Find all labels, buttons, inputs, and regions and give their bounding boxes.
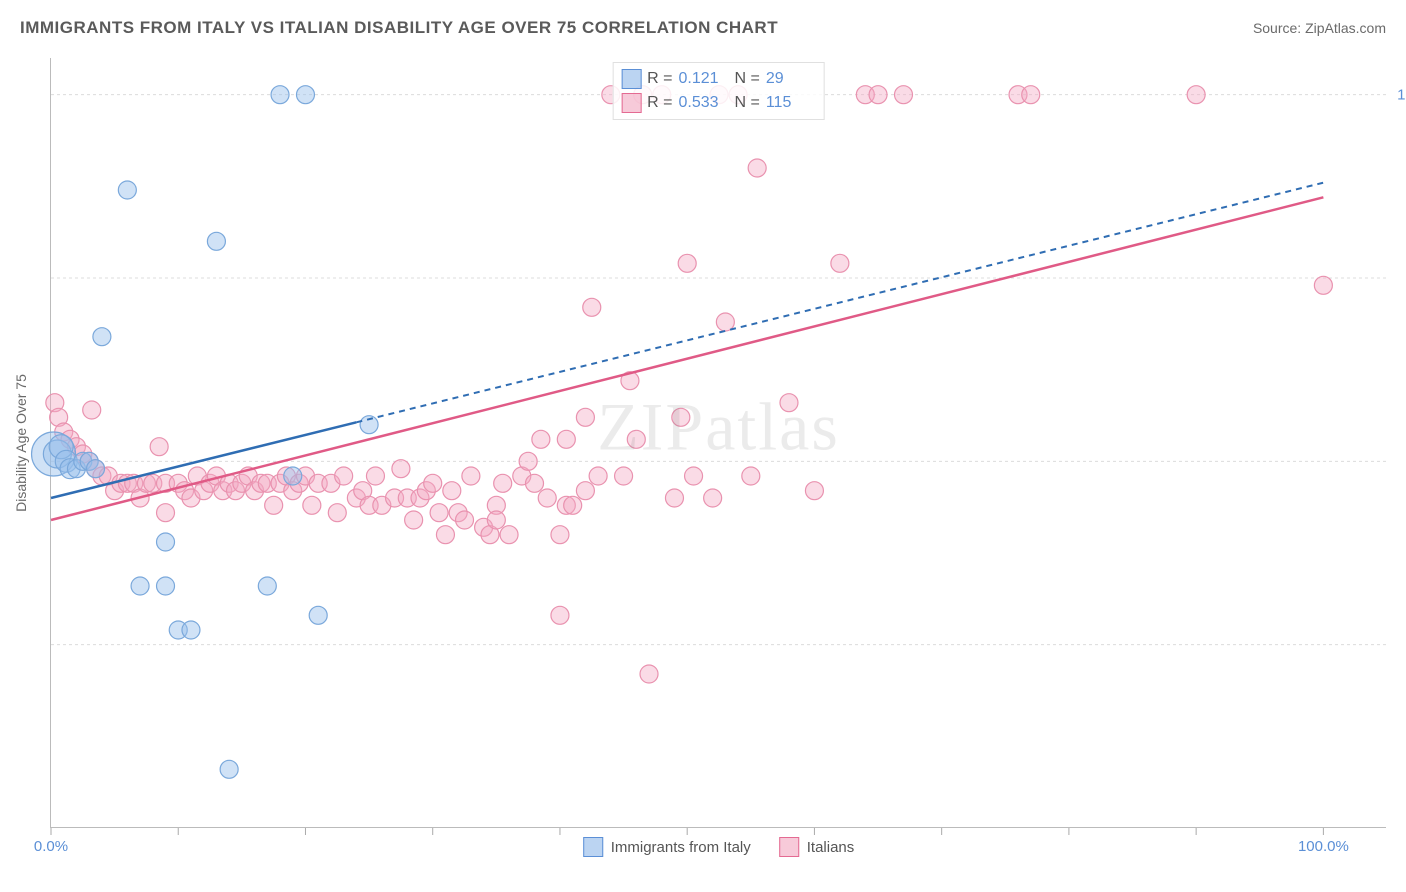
data-point — [615, 467, 633, 485]
bottom-legend: Immigrants from Italy Italians — [583, 837, 855, 857]
legend-n-label: N = — [735, 91, 760, 115]
data-point — [678, 254, 696, 272]
data-point — [665, 489, 683, 507]
data-point — [532, 430, 550, 448]
data-point — [685, 467, 703, 485]
data-point — [309, 606, 327, 624]
swatch-blue-icon — [621, 69, 641, 89]
data-point — [424, 474, 442, 492]
data-point — [748, 159, 766, 177]
correlation-legend: R = 0.121 N = 29 R = 0.533 N = 115 — [612, 62, 825, 120]
data-point — [443, 482, 461, 500]
correlation-row-blue: R = 0.121 N = 29 — [621, 67, 816, 91]
data-point — [258, 577, 276, 595]
data-point — [207, 232, 225, 250]
data-point — [462, 467, 480, 485]
data-point — [118, 181, 136, 199]
legend-r-label: R = — [647, 91, 672, 115]
x-tick-label: 100.0% — [1298, 838, 1349, 855]
data-point — [271, 86, 289, 104]
data-point — [583, 298, 601, 316]
plot-area: Disability Age Over 75 ZIPatlas R = 0.12… — [50, 58, 1386, 828]
data-point — [220, 760, 238, 778]
legend-item-blue: Immigrants from Italy — [583, 837, 751, 857]
correlation-row-pink: R = 0.533 N = 115 — [621, 91, 816, 115]
legend-r-label: R = — [647, 67, 672, 91]
data-point — [869, 86, 887, 104]
y-axis-label: Disability Age Over 75 — [13, 374, 29, 512]
title-bar: IMMIGRANTS FROM ITALY VS ITALIAN DISABIL… — [20, 18, 1386, 38]
data-point — [894, 86, 912, 104]
data-point — [296, 86, 314, 104]
data-point — [519, 452, 537, 470]
data-point — [487, 511, 505, 529]
data-point — [576, 482, 594, 500]
data-point — [805, 482, 823, 500]
data-point — [564, 496, 582, 514]
chart-title: IMMIGRANTS FROM ITALY VS ITALIAN DISABIL… — [20, 18, 778, 38]
data-point — [640, 665, 658, 683]
data-point — [83, 401, 101, 419]
data-point — [265, 496, 283, 514]
data-point — [1314, 276, 1332, 294]
data-point — [157, 577, 175, 595]
legend-n-value-blue: 29 — [766, 67, 816, 91]
data-point — [704, 489, 722, 507]
data-point — [456, 511, 474, 529]
data-point — [303, 496, 321, 514]
y-tick-label: 100.0% — [1397, 86, 1406, 103]
data-point — [551, 606, 569, 624]
data-point — [436, 526, 454, 544]
data-point — [430, 504, 448, 522]
data-point — [150, 438, 168, 456]
swatch-pink-icon — [621, 93, 641, 113]
data-point — [538, 489, 556, 507]
data-point — [742, 467, 760, 485]
data-point — [405, 511, 423, 529]
data-point — [576, 408, 594, 426]
data-point — [93, 328, 111, 346]
data-point — [557, 430, 575, 448]
swatch-pink-icon — [779, 837, 799, 857]
data-point — [780, 394, 798, 412]
source-label: Source: ZipAtlas.com — [1253, 20, 1386, 36]
data-point — [182, 621, 200, 639]
legend-n-label: N = — [735, 67, 760, 91]
data-point — [589, 467, 607, 485]
data-point — [551, 526, 569, 544]
data-point — [366, 467, 384, 485]
data-point — [1187, 86, 1205, 104]
data-point — [627, 430, 645, 448]
data-point — [672, 408, 690, 426]
data-point — [1022, 86, 1040, 104]
swatch-blue-icon — [583, 837, 603, 857]
legend-r-value-pink: 0.533 — [679, 91, 729, 115]
plot-svg — [51, 58, 1386, 827]
data-point — [500, 526, 518, 544]
legend-label-pink: Italians — [807, 839, 855, 856]
data-point — [328, 504, 346, 522]
data-point — [526, 474, 544, 492]
data-point — [131, 577, 149, 595]
legend-label-blue: Immigrants from Italy — [611, 839, 751, 856]
legend-item-pink: Italians — [779, 837, 855, 857]
data-point — [392, 460, 410, 478]
trend-line-dashed — [356, 183, 1323, 423]
data-point — [157, 533, 175, 551]
data-point — [494, 474, 512, 492]
legend-r-value-blue: 0.121 — [679, 67, 729, 91]
data-point — [284, 467, 302, 485]
data-point — [157, 504, 175, 522]
data-point — [335, 467, 353, 485]
data-point — [831, 254, 849, 272]
chart-container: IMMIGRANTS FROM ITALY VS ITALIAN DISABIL… — [0, 0, 1406, 892]
legend-n-value-pink: 115 — [766, 91, 816, 115]
data-point — [87, 460, 105, 478]
x-tick-label: 0.0% — [34, 838, 68, 855]
